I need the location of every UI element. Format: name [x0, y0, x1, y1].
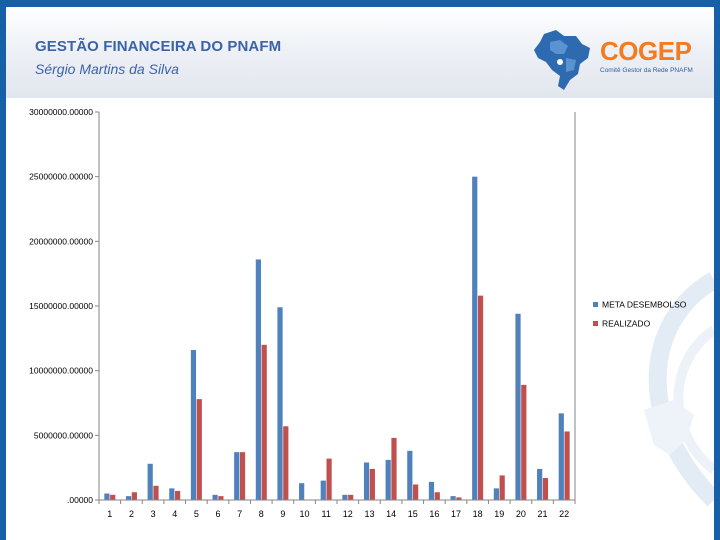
x-tick-label: 1	[107, 509, 112, 519]
bar-realizado-11	[326, 458, 332, 500]
legend-label: META DESEMBOLSO	[602, 300, 687, 310]
bar-meta-14	[385, 459, 391, 500]
x-tick-label: 11	[322, 509, 331, 519]
bar-realizado-8	[261, 344, 267, 500]
slide-title: GESTÃO FINANCEIRA DO PNAFM	[35, 38, 282, 55]
x-tick-label: 16	[429, 509, 439, 519]
x-tick-label: 2	[129, 509, 134, 519]
bar-realizado-1	[110, 494, 116, 500]
bar-meta-5	[190, 349, 197, 500]
x-tick-label: 21	[538, 509, 548, 519]
y-tick-label: 10000000.00000	[29, 366, 93, 376]
logo-tagline: Comitê Gestor da Rede PNAFM	[600, 67, 693, 74]
bar-meta-17	[450, 496, 456, 500]
y-tick-label: 20000000.00000	[29, 236, 93, 246]
legend-swatch	[593, 321, 598, 326]
bar-realizado-14	[391, 437, 397, 500]
bar-realizado-18	[477, 295, 484, 500]
bar-realizado-4	[175, 490, 181, 500]
legend: META DESEMBOLSO REALIZADO	[593, 300, 687, 329]
bar-meta-4	[169, 488, 175, 500]
x-tick-label: 9	[280, 509, 285, 519]
bar-meta-16	[428, 481, 435, 500]
x-tick-label: 22	[559, 509, 569, 519]
x-tick-label: 14	[386, 509, 396, 519]
bar-realizado-16	[434, 492, 440, 500]
y-tick-label: 30000000.00000	[29, 107, 93, 117]
x-tick-label: 8	[259, 509, 264, 519]
x-tick-label: 18	[473, 509, 483, 519]
bar-meta-11	[320, 480, 326, 500]
bar-realizado-9	[283, 426, 289, 500]
bar-meta-22	[558, 413, 564, 500]
slide-subtitle: Sérgio Martins da Silva	[35, 61, 179, 77]
bar-meta-3	[147, 463, 153, 500]
x-tick-label: 5	[194, 509, 199, 519]
bar-realizado-21	[542, 478, 549, 500]
bar-realizado-3	[153, 485, 159, 500]
bar-chart: .00000 5000000.00000 10000000.00000 1500000…	[29, 107, 687, 519]
bar-meta-19	[493, 488, 499, 500]
cogep-logo: COGEP Comitê Gestor da Rede PNAFM	[530, 28, 693, 94]
x-tick-label: 19	[494, 509, 504, 519]
slide-header: GESTÃO FINANCEIRA DO PNAFM Sérgio Martin…	[6, 7, 714, 98]
x-tick-label: 15	[408, 509, 418, 519]
bar-meta-13	[363, 462, 370, 500]
x-tick-label: 20	[516, 509, 526, 519]
bar-meta-2	[125, 496, 132, 500]
x-tick-label: 3	[151, 509, 156, 519]
bar-meta-12	[342, 494, 348, 500]
bar-meta-10	[299, 483, 305, 500]
bar-meta-20	[515, 313, 521, 500]
bar-realizado-20	[521, 384, 527, 500]
y-tick-label: 15000000.00000	[29, 301, 93, 311]
y-tick-label: 5000000.00000	[34, 430, 93, 440]
y-tick-label: 25000000.00000	[29, 172, 93, 182]
bar-realizado-13	[369, 468, 375, 500]
x-tick-label: 12	[343, 509, 353, 519]
bar-meta-21	[537, 468, 543, 500]
x-tick-label: 10	[300, 509, 310, 519]
bar-realizado-12	[348, 494, 354, 500]
bar-realizado-5	[196, 399, 202, 500]
bar-meta-9	[277, 307, 283, 500]
bar-meta-15	[407, 450, 413, 500]
bar-meta-1	[104, 493, 110, 500]
bar-meta-7	[234, 452, 240, 500]
bars-layer	[104, 176, 570, 501]
bar-meta-6	[212, 494, 218, 500]
legend-swatch	[593, 302, 598, 307]
logo-wordmark: COGEP	[600, 36, 692, 66]
bar-realizado-22	[564, 431, 570, 500]
legend-label: REALIZADO	[602, 319, 651, 329]
bar-realizado-19	[499, 475, 505, 500]
x-tick-label: 17	[451, 509, 461, 519]
x-tick-label: 7	[237, 509, 242, 519]
bar-realizado-17	[456, 497, 462, 500]
bar-meta-8	[255, 259, 261, 500]
x-tick-label: 6	[215, 509, 220, 519]
axes-layer: .00000 5000000.00000 10000000.00000 1500000…	[29, 107, 576, 519]
decorative-swoosh	[644, 272, 714, 507]
bar-realizado-6	[218, 496, 224, 500]
slide: GESTÃO FINANCEIRA DO PNAFM Sérgio Martin…	[6, 7, 714, 540]
x-tick-label: 13	[364, 509, 374, 519]
y-tick-label: .00000	[67, 495, 93, 505]
bar-meta-18	[472, 176, 478, 501]
x-tick-label: 4	[172, 509, 177, 519]
bar-realizado-2	[131, 492, 137, 500]
brazil-map-icon	[534, 30, 590, 90]
bar-realizado-7	[239, 452, 246, 500]
bar-realizado-15	[413, 484, 419, 500]
